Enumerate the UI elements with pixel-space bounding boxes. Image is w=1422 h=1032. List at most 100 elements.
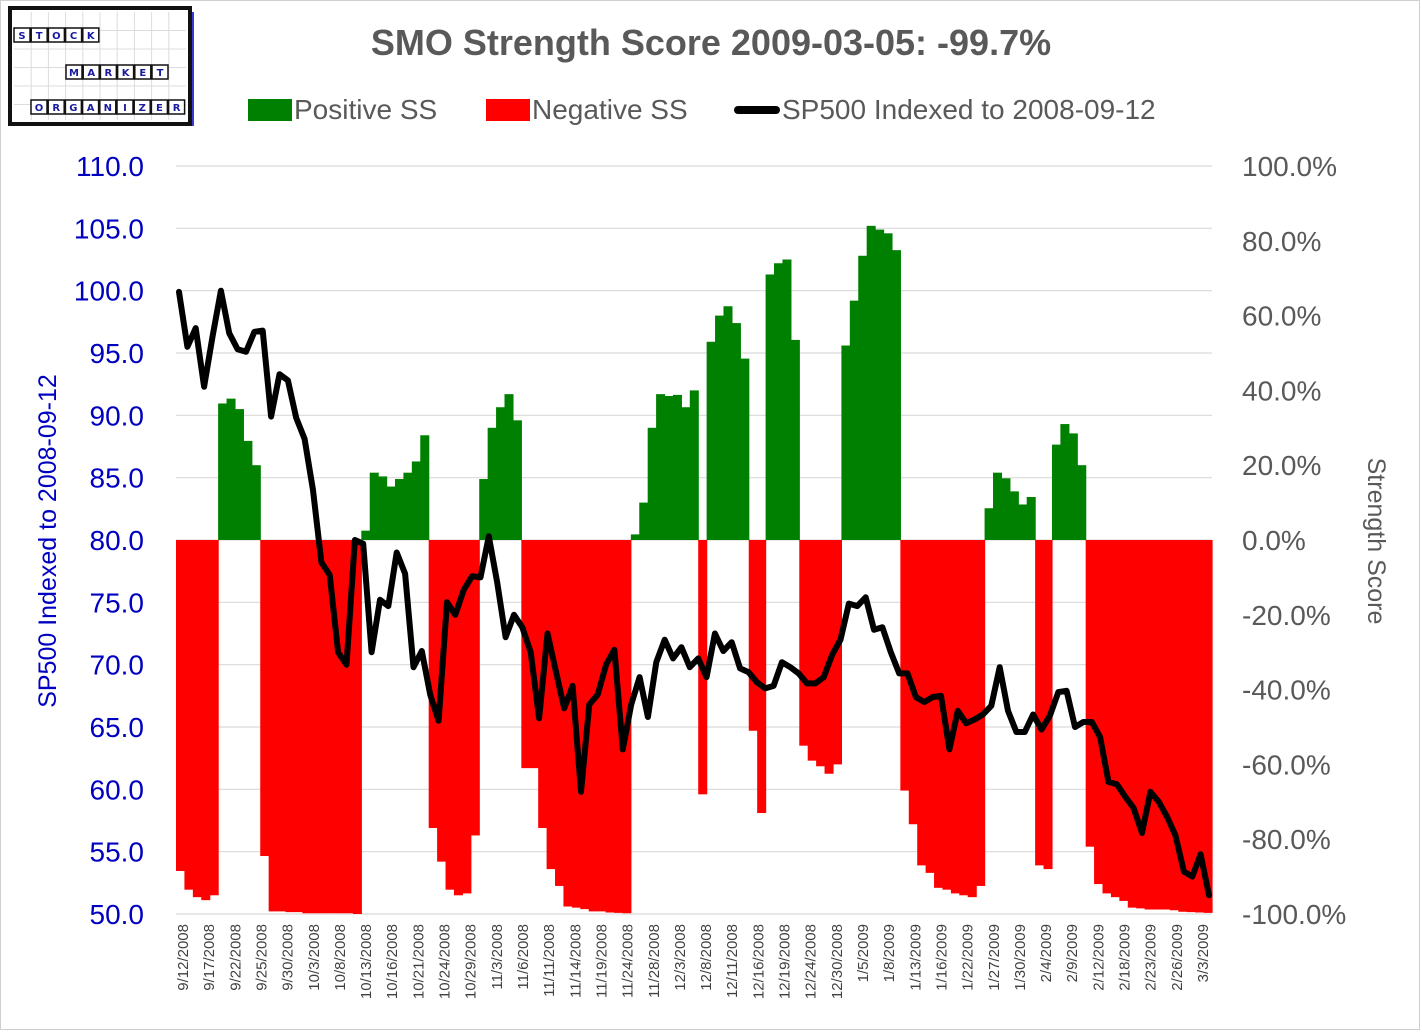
negative-ss-bar (192, 540, 202, 898)
logo-letter-box (99, 64, 118, 80)
negative-ss-bar (209, 540, 219, 896)
negative-ss-bar (344, 540, 354, 914)
right-axis-tick-label: 60.0% (1242, 301, 1321, 332)
logo-letter-box (150, 99, 169, 115)
positive-ss-bar (243, 440, 253, 540)
negative-ss-bar (1136, 540, 1146, 909)
logo-letter-box (47, 99, 65, 115)
x-axis-tick-label: 9/22/2008 (227, 924, 244, 991)
negative-ss-bar (1186, 540, 1196, 913)
negative-ss-bar (799, 540, 809, 746)
logo-letter-box (82, 27, 100, 43)
negative-ss-bar (1178, 540, 1188, 912)
left-axis-tick-label: 105.0 (74, 213, 144, 244)
left-axis-tick-label: 75.0 (90, 587, 145, 618)
negative-ss-bar (816, 540, 826, 767)
x-axis-tick-label: 9/12/2008 (175, 924, 192, 991)
positive-ss-bar (1026, 496, 1036, 540)
positive-ss-bar (993, 472, 1003, 540)
x-axis-tick-label: 1/22/2009 (960, 924, 977, 991)
logo-letter-box (65, 64, 83, 80)
logo-letter: E (139, 68, 146, 79)
negative-ss-bar (588, 540, 598, 912)
x-axis-tick-label: 12/30/2008 (829, 924, 846, 999)
logo-letter-box (151, 64, 169, 80)
x-axis-tick-label: 2/23/2009 (1143, 924, 1160, 991)
x-axis-tick-label: 9/17/2008 (201, 924, 218, 991)
negative-ss-bar (327, 540, 337, 914)
logo-letter-box (64, 27, 83, 43)
logo-letter: A (87, 68, 95, 79)
negative-ss-bar (285, 540, 295, 913)
positive-ss-bar (1051, 444, 1061, 540)
positive-ss-bar (774, 263, 784, 540)
x-axis-tick-label: 10/3/2008 (306, 924, 323, 991)
negative-ss-bar (319, 540, 329, 914)
positive-ss-bar (226, 398, 236, 540)
x-axis-tick-label: 11/3/2008 (489, 924, 506, 990)
left-axis-tick-label: 55.0 (90, 837, 145, 868)
logo-letter: Z (139, 103, 146, 114)
positive-ss-bar (1060, 424, 1070, 540)
sp500-indexed-line (176, 287, 1212, 899)
positive-ss-bar (403, 472, 413, 540)
positive-ss-bar (234, 409, 244, 540)
negative-ss-bar (757, 540, 767, 814)
positive-ss-bar (420, 435, 430, 540)
logo-letter-box (116, 64, 135, 80)
x-axis-tick-label: 10/29/2008 (463, 924, 480, 999)
positive-ss-bar (715, 315, 725, 540)
logo-letter: O (35, 103, 44, 114)
positive-ss-bar (361, 530, 371, 540)
logo-letter: N (104, 103, 112, 114)
positive-ss-bar (639, 502, 649, 540)
left-axis-tick-label: 85.0 (90, 463, 145, 494)
negative-ss-bar (260, 540, 270, 857)
right-axis-tick-label: 100.0% (1242, 151, 1337, 182)
negative-ss-bar (184, 540, 194, 890)
negative-ss-bar (201, 540, 211, 901)
negative-ss-bar (352, 540, 362, 914)
negative-ss-bar (1085, 540, 1095, 847)
negative-ss-bar (445, 540, 455, 890)
logo-letter: T (157, 68, 164, 79)
logo-letter-box (99, 99, 117, 115)
logo-letter: K (87, 31, 96, 42)
negative-ss-bar (807, 540, 817, 761)
negative-ss-bar (1169, 540, 1179, 911)
positive-swatch-icon (248, 99, 292, 121)
right-axis-tick-label: -40.0% (1242, 675, 1331, 706)
negative-ss-bar (310, 540, 320, 914)
x-axis-tick-label: 1/8/2009 (881, 924, 898, 982)
logo-letter: K (122, 68, 131, 79)
negative-ss-bar (453, 540, 463, 896)
logo-letter: C (70, 31, 77, 42)
positive-ss-bar (681, 407, 691, 540)
positive-ss-bar (782, 259, 792, 540)
x-axis-tick-label: 9/30/2008 (280, 924, 297, 991)
left-axis-tick-label: 70.0 (90, 650, 145, 681)
negative-ss-bar (925, 540, 935, 873)
right-axis-tick-label: 20.0% (1242, 450, 1321, 481)
x-axis-tick-label: 12/8/2008 (698, 924, 715, 991)
x-axis-tick-label: 10/16/2008 (384, 924, 401, 999)
positive-ss-bar (891, 250, 901, 540)
x-axis-tick-label: 2/26/2009 (1169, 924, 1186, 991)
negative-ss-bar (1094, 540, 1104, 885)
x-axis-tick-label: 10/21/2008 (410, 924, 427, 999)
positive-ss-bar (647, 427, 657, 540)
legend: Positive SS Negative SS SP500 Indexed to… (0, 90, 1422, 130)
legend-item-negative: Negative SS (486, 90, 688, 130)
x-axis-tick-label: 1/5/2009 (855, 924, 872, 982)
positive-ss-bar (858, 255, 868, 540)
right-axis-title: Strength Score (1362, 458, 1390, 625)
logo-letter-box (81, 99, 100, 115)
positive-ss-bar (841, 345, 851, 540)
positive-ss-bar (496, 407, 506, 540)
logo-letter-box (167, 99, 186, 115)
x-axis-tick-label: 10/24/2008 (437, 924, 454, 999)
positive-ss-bar (386, 486, 396, 540)
negative-ss-bar (563, 540, 573, 907)
positive-ss-bar (984, 508, 994, 540)
